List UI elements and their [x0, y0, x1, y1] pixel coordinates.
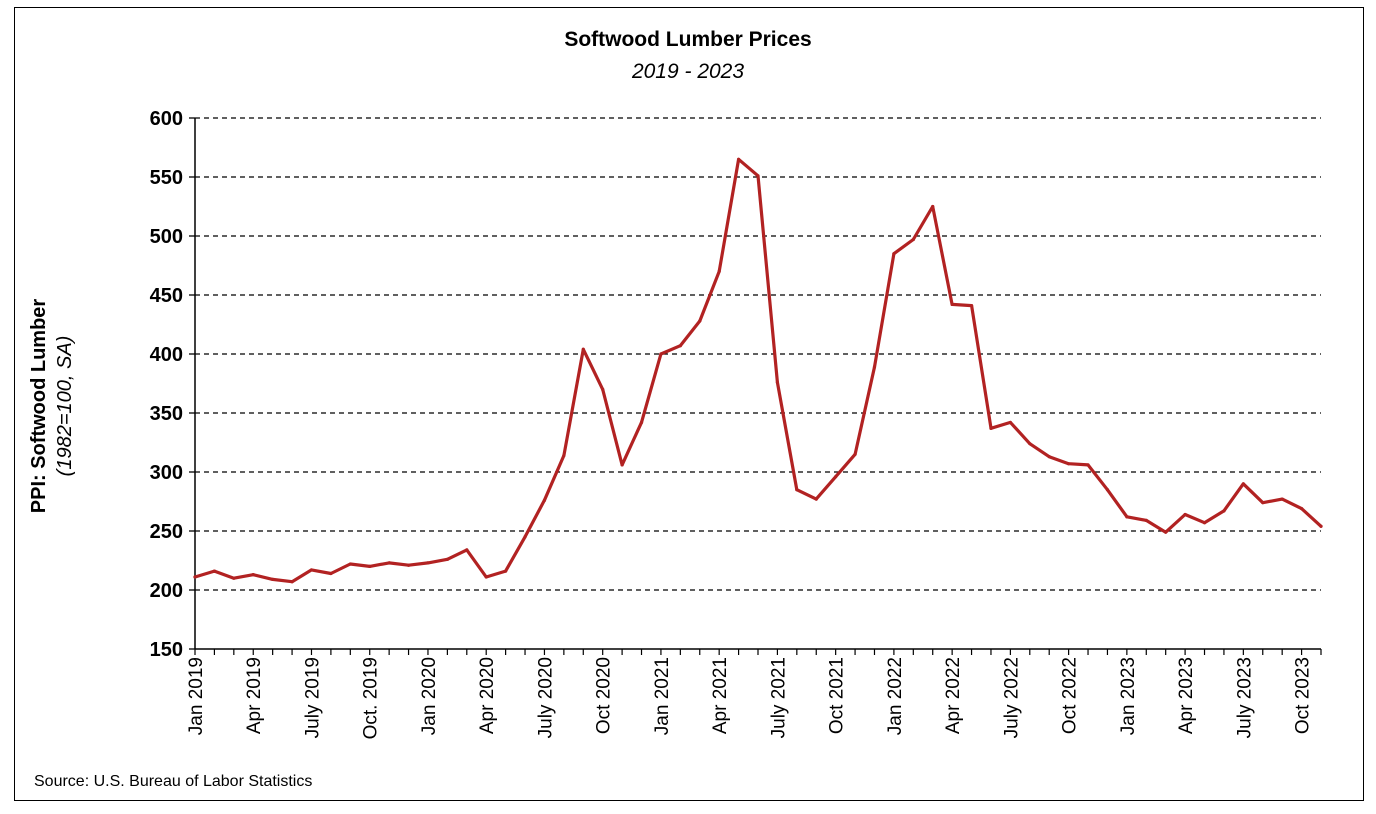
x-tick-label: Oct. 2019 — [361, 657, 382, 739]
x-tick-label: July 2023 — [1234, 657, 1255, 738]
data-point — [1183, 512, 1187, 517]
x-tick-label: July 2020 — [535, 657, 556, 738]
data-point — [931, 204, 935, 209]
data-point — [212, 569, 217, 573]
x-tick-label: July 2021 — [768, 657, 789, 738]
data-point — [834, 475, 838, 479]
data-point — [309, 568, 314, 572]
data-point — [659, 352, 663, 356]
data-point — [465, 548, 469, 552]
data-point — [581, 347, 585, 351]
data-point — [271, 577, 275, 581]
data-point — [814, 497, 818, 501]
x-tick-label: Jan 2020 — [419, 657, 440, 735]
x-tick-label: Oct 2021 — [827, 657, 848, 734]
data-point — [736, 157, 741, 161]
x-tick-label: Apr 2021 — [710, 657, 731, 734]
y-tick-label: 300 — [150, 462, 183, 484]
data-point — [387, 561, 391, 565]
data-point — [1261, 501, 1265, 505]
x-tick-label: Apr 2023 — [1176, 657, 1197, 734]
x-tick-label: Oct 2020 — [594, 657, 615, 734]
data-point — [601, 387, 605, 391]
data-point — [1086, 463, 1090, 467]
data-point — [989, 426, 993, 430]
data-point — [911, 237, 915, 242]
data-point — [484, 575, 488, 579]
data-point — [717, 269, 721, 273]
data-point — [523, 535, 527, 539]
y-tick-label: 500 — [150, 226, 183, 248]
data-point — [329, 571, 333, 576]
y-tick-label: 250 — [150, 521, 183, 543]
data-point — [1164, 530, 1168, 534]
data-point — [348, 562, 352, 566]
data-point — [639, 420, 644, 425]
y-tick-label: 450 — [150, 285, 183, 307]
data-point — [892, 252, 896, 256]
data-point — [426, 561, 430, 565]
y-tick-label: 200 — [150, 580, 183, 602]
data-point — [1319, 524, 1323, 528]
data-point — [620, 463, 624, 467]
y-tick-label: 550 — [150, 167, 183, 189]
data-point — [698, 319, 702, 323]
data-point — [1280, 497, 1284, 501]
data-point — [1144, 518, 1148, 522]
data-point — [290, 580, 294, 584]
data-point — [678, 344, 682, 348]
y-tick-label: 600 — [150, 108, 183, 130]
data-point — [795, 488, 799, 492]
data-point — [1105, 488, 1110, 492]
y-tick-label: 350 — [150, 403, 183, 425]
data-point — [969, 304, 974, 308]
data-point — [1125, 515, 1129, 519]
data-point — [1299, 506, 1304, 511]
data-point — [504, 569, 508, 573]
x-tick-label: Oct 2023 — [1293, 657, 1314, 734]
x-tick-label: Jan 2023 — [1118, 657, 1139, 735]
chart-title: Softwood Lumber Prices — [564, 28, 812, 51]
x-tick-label: Apr 2019 — [244, 657, 265, 734]
x-tick-label: July 2019 — [302, 657, 323, 738]
x-tick-label: Apr 2020 — [477, 657, 498, 734]
data-point — [950, 302, 954, 307]
data-point — [1202, 521, 1207, 525]
data-point — [251, 573, 255, 577]
data-point — [193, 575, 197, 579]
data-point — [406, 563, 411, 567]
data-point — [445, 557, 449, 561]
data-point — [775, 380, 780, 384]
data-point — [872, 365, 877, 369]
data-point — [1047, 455, 1051, 459]
data-point — [542, 498, 547, 502]
data-point — [1067, 462, 1071, 466]
x-tick-label: Jan 2021 — [652, 657, 673, 735]
chart-frame — [14, 7, 1364, 801]
x-tick-label: July 2022 — [1001, 657, 1022, 738]
y-tick-label: 400 — [150, 344, 183, 366]
series-line — [193, 157, 1323, 584]
y-tick-label: 150 — [150, 639, 183, 661]
data-point — [232, 576, 236, 580]
x-tick-label: Oct 2022 — [1060, 657, 1081, 734]
data-point — [853, 452, 857, 456]
data-point — [368, 564, 372, 569]
data-point — [756, 174, 760, 178]
source-note: Source: U.S. Bureau of Labor Statistics — [34, 773, 313, 790]
data-point — [1241, 482, 1245, 486]
data-point — [562, 453, 566, 458]
x-tick-label: Apr 2022 — [943, 657, 964, 734]
x-tick-label: Jan 2019 — [186, 657, 207, 735]
data-point — [1008, 420, 1012, 425]
data-point — [1222, 509, 1226, 513]
x-tick-label: Jan 2022 — [885, 657, 906, 735]
chart-subtitle: 2019 - 2023 — [631, 60, 745, 83]
data-point — [1028, 442, 1032, 446]
